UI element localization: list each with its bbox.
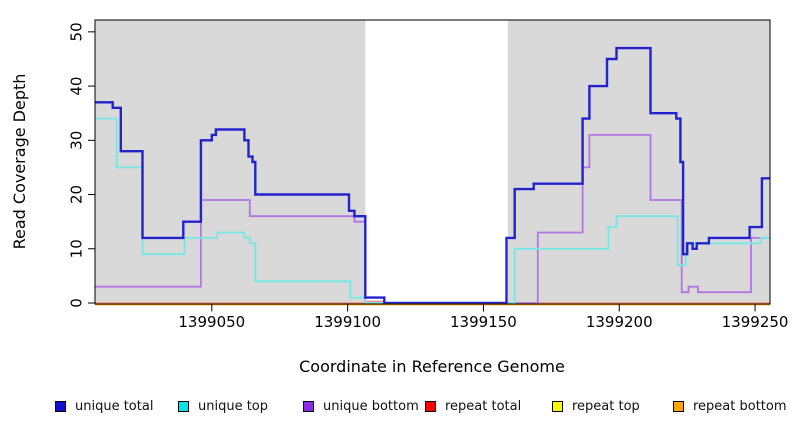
x-tick-label: 1399200 — [586, 313, 653, 331]
chart-layer: 1399050 1399100 1399150 1399200 1399250 0 10 20… — [67, 19, 789, 331]
y-tick-label: 30 — [67, 131, 85, 150]
y-tick-label: 10 — [67, 239, 85, 258]
x-tick-label: 1399250 — [722, 313, 789, 331]
legend-label-unique-top: unique top — [198, 398, 269, 414]
legend-label-unique-total: unique total — [75, 398, 154, 414]
plot-box — [94, 19, 771, 305]
series-unique-top — [95, 117, 770, 304]
y-tick-label: 0 — [67, 298, 85, 308]
y-axis-title: Read Coverage Depth — [10, 74, 29, 250]
legend-item-unique-top: unique top — [178, 398, 268, 414]
y-tick-label: 40 — [67, 77, 85, 96]
legend-swatch-unique-bottom — [303, 400, 314, 412]
legend-item-unique-total: unique total — [55, 398, 153, 414]
legend-label-unique-bottom: unique bottom — [323, 398, 419, 414]
coverage-gap-band — [365, 20, 508, 304]
series-unique-total — [95, 46, 770, 305]
legend-item-repeat-total: repeat total — [425, 398, 521, 414]
legend-label-repeat-bottom: repeat bottom — [693, 398, 787, 414]
x-tick-label: 1399100 — [314, 313, 381, 331]
legend-swatch-unique-top — [178, 400, 189, 412]
x-tick-label: 1399150 — [450, 313, 517, 331]
legend-label-repeat-total: repeat total — [445, 398, 522, 414]
legend-item-repeat-bottom: repeat bottom — [673, 398, 787, 414]
legend-label-repeat-top: repeat top — [572, 398, 640, 414]
y-tick-label: 20 — [67, 185, 85, 204]
x-tick-label: 1399050 — [178, 313, 245, 331]
legend: unique total unique top unique bottom re… — [0, 398, 792, 418]
legend-swatch-repeat-top — [552, 400, 563, 412]
legend-item-unique-bottom: unique bottom — [303, 398, 419, 414]
x-axis-title: Coordinate in Reference Genome — [299, 357, 565, 376]
legend-swatch-unique-total — [55, 400, 66, 412]
legend-swatch-repeat-bottom — [673, 400, 684, 412]
series-unique-bottom — [95, 134, 770, 304]
y-tick-label: 50 — [67, 22, 85, 41]
legend-swatch-repeat-total — [425, 400, 436, 412]
legend-item-repeat-top: repeat top — [552, 398, 640, 414]
